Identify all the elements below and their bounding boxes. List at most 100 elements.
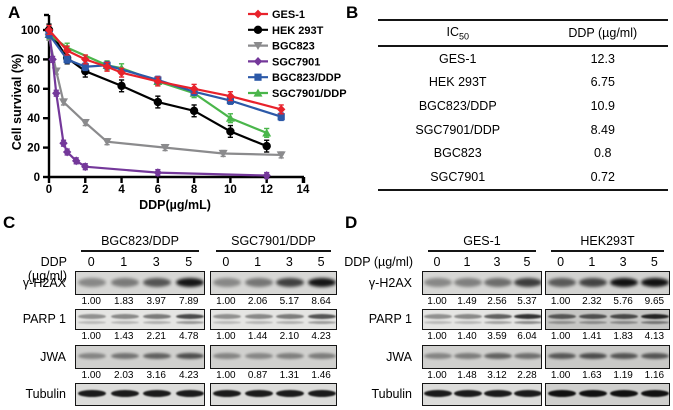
jwa-band xyxy=(276,353,305,360)
band-quant-value: 2.56 xyxy=(487,295,507,307)
band-quant-value: 7.89 xyxy=(179,295,199,307)
parp-1-cleaved-band xyxy=(244,321,273,325)
group-header-hek293t: HEK293T xyxy=(580,234,635,248)
dose-value: 1 xyxy=(254,255,262,269)
band-quant-value: 5.76 xyxy=(613,295,633,307)
parp-1-band xyxy=(78,313,107,319)
h2ax-band xyxy=(610,277,639,287)
ic50-table-header: IC50 DDP (µg/ml) xyxy=(378,21,668,47)
svg-text:2: 2 xyxy=(82,184,88,196)
series-ges-1 xyxy=(44,24,286,115)
band-quant-value: 4.23 xyxy=(179,369,199,381)
jwa-band xyxy=(514,353,541,360)
jwa-band xyxy=(424,353,452,360)
protein-label-h2ax: γ-H2AX xyxy=(22,276,66,290)
parp-1-cleaved-band xyxy=(143,321,172,325)
band-quant-value: 1.00 xyxy=(81,330,101,342)
parp-1-band xyxy=(454,313,482,319)
svg-text:20: 20 xyxy=(27,143,40,155)
parp-1-band xyxy=(484,313,512,319)
dose-value: 5 xyxy=(317,255,325,269)
blot-parp-1-bgc823-ddp xyxy=(75,309,205,330)
tubulin-band xyxy=(276,390,305,398)
parp-1-band xyxy=(514,313,541,319)
cell-line-name: BGC823/DDP xyxy=(418,98,497,113)
band-quant-value: 1.00 xyxy=(216,369,236,381)
dose-value: 3 xyxy=(493,255,501,269)
dose-value: 5 xyxy=(523,255,531,269)
svg-text:6: 6 xyxy=(155,184,161,196)
band-quant-value: 1.83 xyxy=(613,330,633,342)
band-quant-value: 5.37 xyxy=(517,295,537,307)
ic50-value: 0.8 xyxy=(594,146,612,161)
band-quant-value: 1.63 xyxy=(582,369,602,381)
cell-line-name: SGC7901 xyxy=(430,169,486,184)
tubulin-band xyxy=(547,390,576,398)
parp-1-band xyxy=(578,313,607,319)
jwa-band xyxy=(454,353,482,360)
band-quant-value: 1.00 xyxy=(427,295,447,307)
panel-d-label: D xyxy=(345,213,358,232)
table-row: SGC7901/DDP 8.49 xyxy=(378,118,668,142)
h2ax-band xyxy=(454,277,482,287)
ic50-value: 6.75 xyxy=(590,75,615,90)
band-quant-value: 1.00 xyxy=(550,295,571,307)
parp-1-cleaved-band xyxy=(641,321,669,325)
cell-survival-chart: 0 2 4 6 8 10 12 14 0 20 40 60 80 100 Cell survival (%)… xyxy=(10,2,350,214)
svg-text:4: 4 xyxy=(118,184,125,196)
protein-label-parp-1: PARP 1 xyxy=(22,312,66,326)
parp-1-cleaved-band xyxy=(547,321,576,325)
tubulin-band xyxy=(143,390,172,398)
jwa-band xyxy=(78,353,107,360)
tubulin-band xyxy=(78,390,107,398)
legend-item-bgc823: BGC823 xyxy=(248,41,315,53)
blot-jwa-ges-1 xyxy=(422,345,542,369)
h2ax-band xyxy=(143,277,172,287)
ic50-value: 8.49 xyxy=(590,122,615,137)
svg-text:12: 12 xyxy=(260,184,273,196)
band-quant-value: 2.21 xyxy=(146,330,166,342)
h2ax-band xyxy=(547,277,576,287)
band-quant-value: 4.13 xyxy=(644,330,665,342)
blot-parp-1-hek293t xyxy=(545,309,670,330)
band-quant-value: 1.00 xyxy=(216,330,236,342)
parp-1-band xyxy=(110,313,139,319)
ic50-value: 10.9 xyxy=(590,98,615,113)
band-quant-value: 3.97 xyxy=(146,295,166,307)
jwa-band xyxy=(578,353,607,360)
band-quant-value: 1.31 xyxy=(279,369,300,381)
band-quant-value: 1.00 xyxy=(550,330,571,342)
parp-1-band xyxy=(424,313,452,319)
protein-label-jwa: JWA xyxy=(386,350,412,364)
band-quant-value: 1.48 xyxy=(457,369,477,381)
blot-tubulin-hek293t xyxy=(545,383,670,406)
dose-axis-label: DDP (µg/ml) xyxy=(344,255,413,269)
dose-axis-label: DDP (µg/ml) xyxy=(27,255,67,283)
tubulin-band xyxy=(110,390,139,398)
blot-jwa-hek293t xyxy=(545,345,670,369)
panel-c-label: C xyxy=(3,213,16,232)
band-quant-value: 1.00 xyxy=(550,369,571,381)
ic50-value: 12.3 xyxy=(590,51,615,66)
band-quant-value: 9.65 xyxy=(644,295,665,307)
parp-1-band xyxy=(244,313,273,319)
h2ax-band xyxy=(212,277,241,287)
ddp-header-cell: DDP (µg/ml) xyxy=(568,26,638,40)
band-quant-value: 1.44 xyxy=(247,330,268,342)
band-quant-value: 1.49 xyxy=(457,295,477,307)
band-quant-value: 2.32 xyxy=(582,295,602,307)
parp-1-cleaved-band xyxy=(484,321,512,325)
band-quant-value: 1.00 xyxy=(427,330,447,342)
band-quant-value: 1.00 xyxy=(427,369,447,381)
group-header-sgc7901-ddp: SGC7901/DDP xyxy=(231,234,316,248)
parp-1-cleaved-band xyxy=(424,321,452,325)
band-quant-value: 2.10 xyxy=(279,330,300,342)
svg-text:0: 0 xyxy=(46,184,52,196)
h2ax-band xyxy=(244,277,273,287)
tubulin-band xyxy=(641,390,669,398)
band-quant-value: 1.41 xyxy=(582,330,602,342)
dose-value: 0 xyxy=(222,255,230,269)
parp-1-band xyxy=(175,313,204,319)
chart-legend: GES-1 HEK 293T BGC823 SGC7901 BGC823/DDP SGC7… xyxy=(248,9,347,100)
